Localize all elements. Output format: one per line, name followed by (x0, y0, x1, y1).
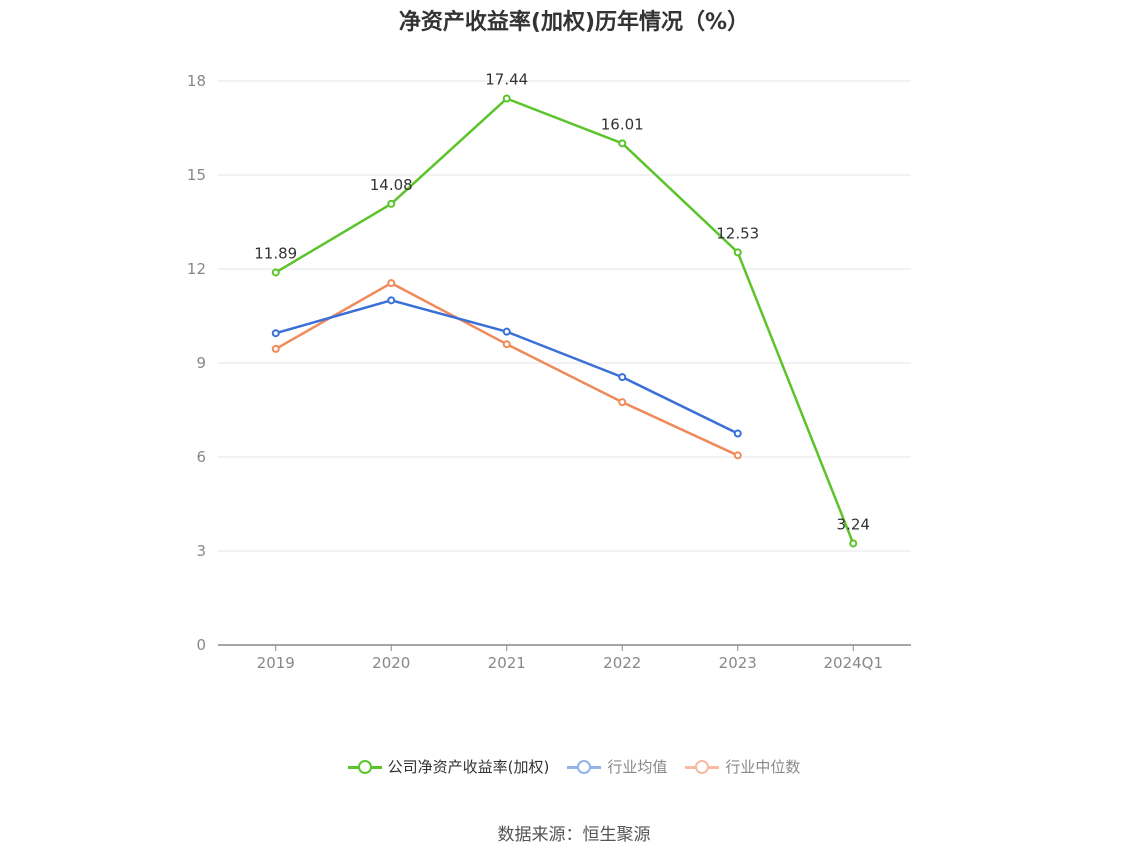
data-label: 14.08 (370, 176, 413, 194)
x-tick-label: 2023 (719, 654, 757, 672)
x-tick-label: 2022 (603, 654, 641, 672)
y-tick-label: 12 (187, 260, 206, 278)
x-tick-label: 2019 (257, 654, 295, 672)
series-line (275, 97, 855, 544)
y-tick-label: 3 (196, 542, 206, 560)
y-axis: 0 3 6 9 12 15 18 (187, 72, 206, 654)
data-point (733, 429, 742, 438)
data-point (618, 139, 627, 148)
legend-label: 公司净资产收益率(加权) (387, 758, 550, 776)
chart-title: 净资产收益率(加权)历年情况（%） (398, 10, 750, 35)
series-line (275, 281, 739, 457)
data-point (618, 373, 627, 382)
line-chart: 0 3 6 9 12 15 18 2019 2020 2021 2022 2023 2024Q1 11… (187, 71, 911, 672)
x-tick-label: 2020 (372, 654, 410, 672)
legend-swatch-icon (567, 759, 602, 774)
data-point (271, 268, 280, 277)
y-tick-label: 6 (196, 448, 206, 466)
data-point (733, 248, 742, 257)
data-point (502, 340, 511, 349)
legend-label: 行业均值 (607, 758, 668, 776)
data-point (849, 539, 858, 548)
source-note: 数据来源：恒生聚源 (497, 825, 651, 845)
x-tick-label: 2024Q1 (823, 654, 883, 672)
y-tick-label: 0 (196, 636, 206, 654)
data-label: 12.53 (716, 224, 759, 242)
data-point (733, 451, 742, 460)
legend-item[interactable]: 行业中位数 (685, 756, 800, 777)
legend-item[interactable]: 公司净资产收益率(加权) (347, 756, 550, 777)
legend-label: 行业中位数 (725, 758, 801, 776)
y-tick-label: 15 (187, 166, 206, 184)
x-axis: 2019 2020 2021 2022 2023 2024Q1 (218, 644, 911, 672)
legend-item[interactable]: 行业均值 (567, 756, 667, 777)
data-point (387, 296, 396, 305)
y-tick-label: 9 (196, 354, 206, 372)
data-point (387, 279, 396, 288)
legend: 公司净资产收益率(加权) 行业均值 行业中位数 (0, 756, 1148, 777)
legend-swatch-icon (347, 759, 382, 774)
series-line (275, 299, 739, 435)
x-tick-label: 2021 (488, 654, 526, 672)
data-label: 16.01 (601, 115, 644, 133)
data-point (502, 327, 511, 336)
data-point (502, 94, 511, 103)
data-point (387, 199, 396, 208)
data-point (618, 398, 627, 407)
data-label: 17.44 (485, 71, 528, 89)
data-labels: 11.89 14.08 17.44 16.01 12.53 3.24 (254, 71, 870, 534)
data-point (271, 329, 280, 338)
grid-lines (218, 80, 911, 552)
legend-swatch-icon (685, 759, 720, 774)
data-label: 3.24 (837, 515, 870, 533)
series-layer (271, 94, 858, 548)
y-tick-label: 18 (187, 72, 206, 90)
data-point (271, 344, 280, 353)
data-label: 11.89 (254, 244, 297, 262)
